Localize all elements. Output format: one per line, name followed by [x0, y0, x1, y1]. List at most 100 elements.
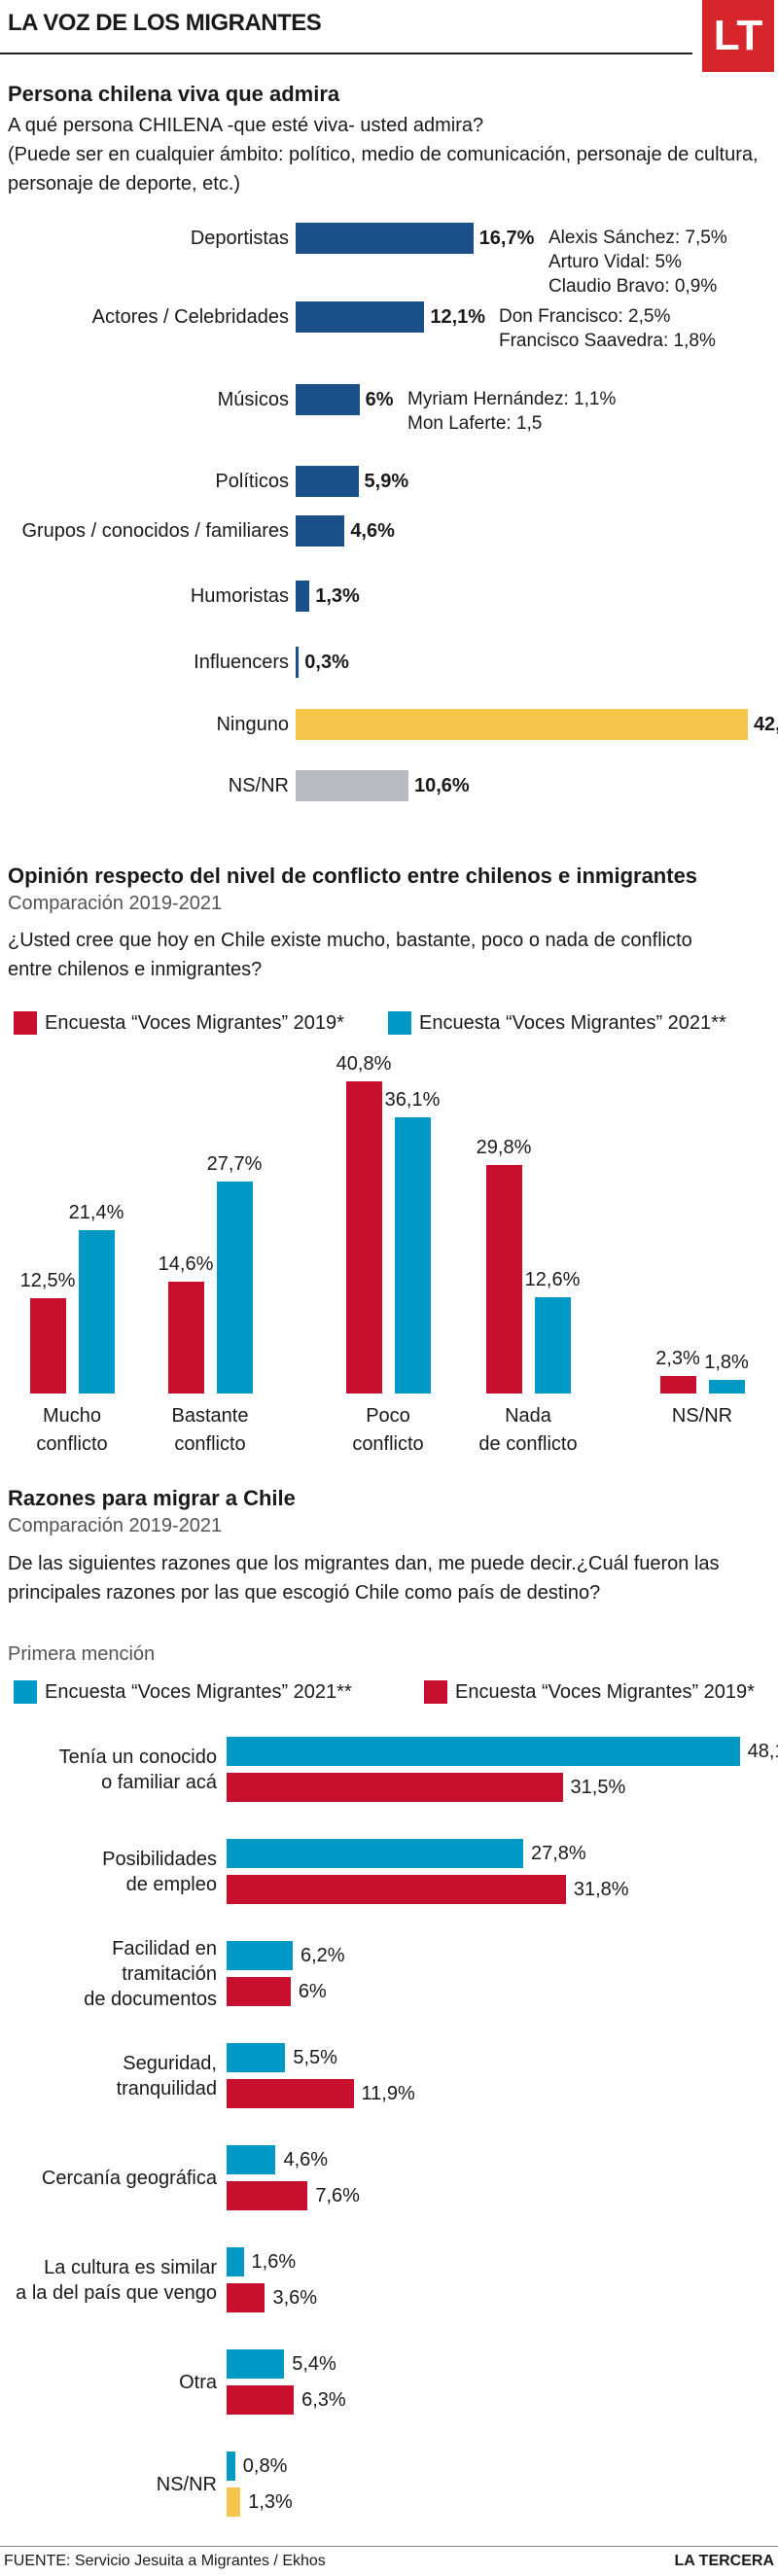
value-label: 5,4%	[292, 2353, 336, 2375]
value-label: 14,6%	[158, 1253, 214, 1276]
bar	[708, 1379, 745, 1394]
question: A qué persona CHILENA -que esté viva- us…	[8, 115, 759, 194]
legend-label: Encuesta “Voces Migrantes” 2021**	[419, 1012, 726, 1034]
category-label: Seguridad, tranquilidad	[116, 2052, 217, 2100]
chart-title: Razones para migrar a Chile	[8, 1486, 296, 1510]
value-label: 6%	[365, 389, 394, 410]
bar	[227, 2181, 308, 2210]
category-label: Mucho conflicto	[36, 1405, 108, 1455]
header-rule	[0, 53, 692, 54]
value-label: 1,6%	[251, 2251, 297, 2273]
value-label: 12,1%	[430, 306, 486, 328]
note: Primera mención	[8, 1643, 156, 1665]
value-label: 36,1%	[384, 1088, 441, 1111]
bar	[216, 1182, 253, 1394]
category-label: Poco conflicto	[352, 1405, 424, 1455]
category-label: Grupos / conocidos / familiares	[21, 520, 289, 542]
category-label: Políticos	[215, 471, 289, 492]
value-label: 1,3%	[248, 2491, 293, 2513]
legend-swatch	[424, 1680, 447, 1704]
value-label: 2,3%	[655, 1347, 700, 1369]
value-label: 7,6%	[315, 2185, 360, 2206]
category-label: NS/NR	[671, 1405, 733, 1427]
bar	[227, 1773, 563, 1802]
value-label: 6%	[298, 1981, 327, 2002]
bar	[227, 2247, 244, 2276]
bar	[78, 1229, 115, 1394]
bar	[227, 2488, 241, 2517]
value-label: 12,6%	[524, 1268, 581, 1290]
bar	[227, 2385, 295, 2415]
category-label: La cultura es similar a la del país que …	[16, 2256, 217, 2304]
value-label: 29,8%	[476, 1137, 532, 1159]
bar	[296, 466, 359, 497]
value-label: 31,5%	[570, 1777, 626, 1798]
bar	[296, 709, 748, 740]
bar	[227, 2043, 286, 2072]
category-label: NS/NR	[228, 775, 289, 796]
note: Claudio Bravo: 0,9%	[548, 276, 718, 297]
category-label: Tenía un conocido o familiar acá	[58, 1746, 217, 1793]
value-label: 1,3%	[315, 585, 360, 607]
bar	[534, 1296, 571, 1394]
question: ¿Usted cree que hoy en Chile existe much…	[8, 930, 692, 980]
bar	[227, 1977, 291, 2006]
legend-swatch	[388, 1011, 411, 1035]
note: Mon Laferte: 1,5	[407, 413, 543, 434]
category-label: Otra	[179, 2371, 217, 2393]
bar	[659, 1375, 696, 1394]
source: FUENTE: Servicio Jesuita a Migrantes / E…	[4, 2553, 326, 2569]
question: De las siguientes razones que los migran…	[8, 1553, 720, 1604]
value-label: 5,5%	[293, 2047, 337, 2068]
footer-rule	[0, 2546, 778, 2547]
page-title: LA VOZ DE LOS MIGRANTES	[8, 10, 322, 36]
legend-label: Encuesta “Voces Migrantes” 2019*	[45, 1012, 344, 1034]
value-label: 10,6%	[413, 775, 470, 796]
bar	[167, 1282, 204, 1394]
value-label: 0,8%	[242, 2455, 288, 2477]
value-label: 31,8%	[573, 1879, 629, 1900]
value-label: 4,6%	[283, 2149, 329, 2170]
note: Don Francisco: 2,5%	[499, 306, 671, 327]
value-label: 11,9%	[361, 2083, 415, 2104]
value-label: 40,8%	[336, 1052, 392, 1075]
bar	[296, 301, 425, 333]
bar	[29, 1297, 66, 1394]
category-label: Humoristas	[190, 585, 289, 607]
value-label: 27,8%	[530, 1843, 586, 1864]
note: Francisco Saavedra: 1,8%	[499, 331, 716, 351]
value-label: 42,5%	[753, 714, 778, 735]
bar	[227, 1875, 566, 1904]
brand: LA TERCERA	[674, 2553, 774, 2569]
legend-swatch	[14, 1680, 37, 1704]
category-label: Deportistas	[190, 228, 289, 249]
bar	[227, 2349, 285, 2379]
value-label: 48,1%	[747, 1741, 778, 1762]
bar	[227, 2079, 354, 2108]
value-label: 6,3%	[301, 2389, 346, 2411]
chart-title: Opinión respecto del nivel de conflicto …	[8, 864, 698, 888]
category-label: Facilidad en tramitación de documentos	[84, 1937, 217, 2010]
note: Alexis Sánchez: 7,5%	[548, 228, 727, 248]
value-label: 6,2%	[301, 1945, 345, 1966]
bar	[227, 2145, 276, 2174]
bar	[227, 2283, 265, 2312]
bar	[296, 581, 310, 612]
value-label: 16,7%	[478, 228, 535, 249]
value-label: 5,9%	[364, 471, 409, 492]
category-label: Nada de conflicto	[478, 1405, 578, 1455]
bar	[227, 1839, 523, 1868]
value-label: 4,6%	[350, 520, 395, 542]
subtitle: Comparación 2019-2021	[8, 1515, 223, 1536]
value-label: 12,5%	[19, 1269, 76, 1291]
bar	[296, 647, 300, 678]
legend-swatch	[14, 1011, 37, 1035]
chart-title: Persona chilena viva que admira	[8, 82, 340, 106]
bar	[394, 1116, 431, 1394]
legend-label: Encuesta “Voces Migrantes” 2021**	[45, 1681, 352, 1703]
category-label: Posibilidades de empleo	[102, 1848, 217, 1895]
bar	[296, 515, 345, 547]
category-label: Músicos	[217, 389, 289, 410]
value-label: 3,6%	[272, 2287, 318, 2309]
